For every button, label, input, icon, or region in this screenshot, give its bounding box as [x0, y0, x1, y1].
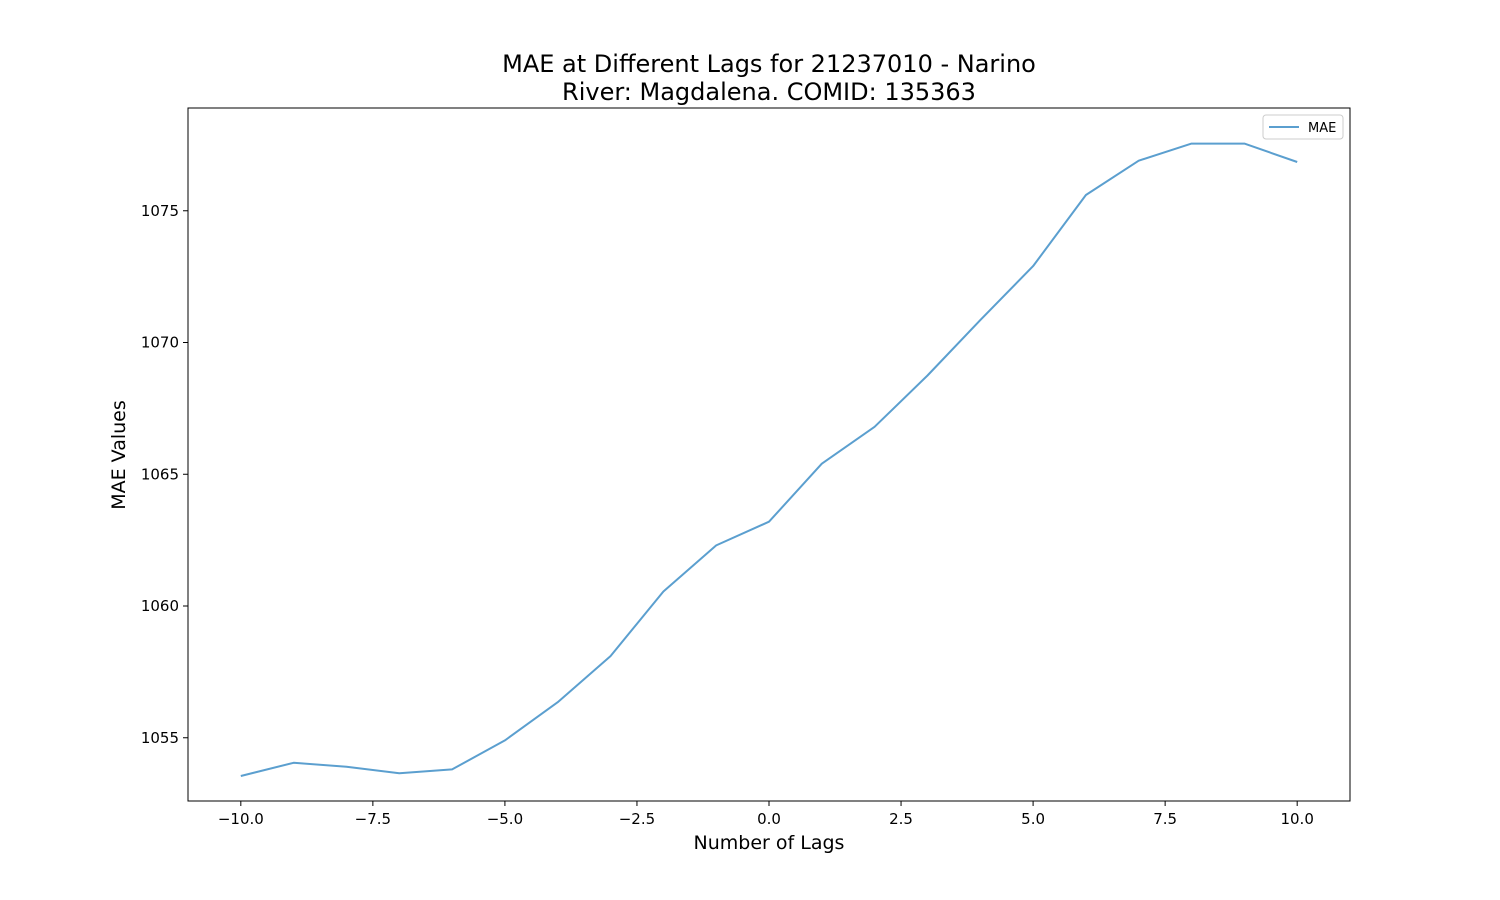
y-tick-label: 1065 [141, 465, 179, 483]
series-line-mae [240, 142, 1298, 777]
legend-label-mae: MAE [1308, 121, 1336, 136]
plot-area [187, 107, 1351, 802]
chart-title-line-2: River: Magdalena. COMID: 135363 [562, 78, 976, 106]
y-tick-label: 1070 [141, 334, 179, 352]
x-tick-label: 0.0 [757, 810, 781, 828]
legend-box [1262, 114, 1344, 140]
x-tick-label: −7.5 [355, 810, 391, 828]
chart-title-line-1: MAE at Different Lags for 21237010 - Nar… [502, 50, 1036, 78]
x-axis: −10.0 −7.5 −5.0 −2.5 0.0 2.5 5.0 7.5 10.0 [218, 801, 1314, 828]
y-tick-label: 1060 [141, 597, 179, 615]
x-axis-label: Number of Lags [694, 832, 845, 854]
series-layer [240, 142, 1298, 777]
y-tick-label: 1075 [141, 202, 179, 220]
x-tick-label: 7.5 [1153, 810, 1177, 828]
x-tick-label: 10.0 [1280, 810, 1313, 828]
legend: MAE [1262, 114, 1344, 140]
y-axis-label: MAE Values [108, 400, 130, 510]
x-tick-label: 5.0 [1021, 810, 1045, 828]
x-tick-label: −2.5 [619, 810, 655, 828]
y-axis: 1055 1060 1065 1070 1075 [141, 202, 188, 747]
y-tick-label: 1055 [141, 729, 179, 747]
x-tick-label: −5.0 [487, 810, 523, 828]
x-tick-label: 2.5 [889, 810, 913, 828]
x-tick-label: −10.0 [218, 810, 264, 828]
